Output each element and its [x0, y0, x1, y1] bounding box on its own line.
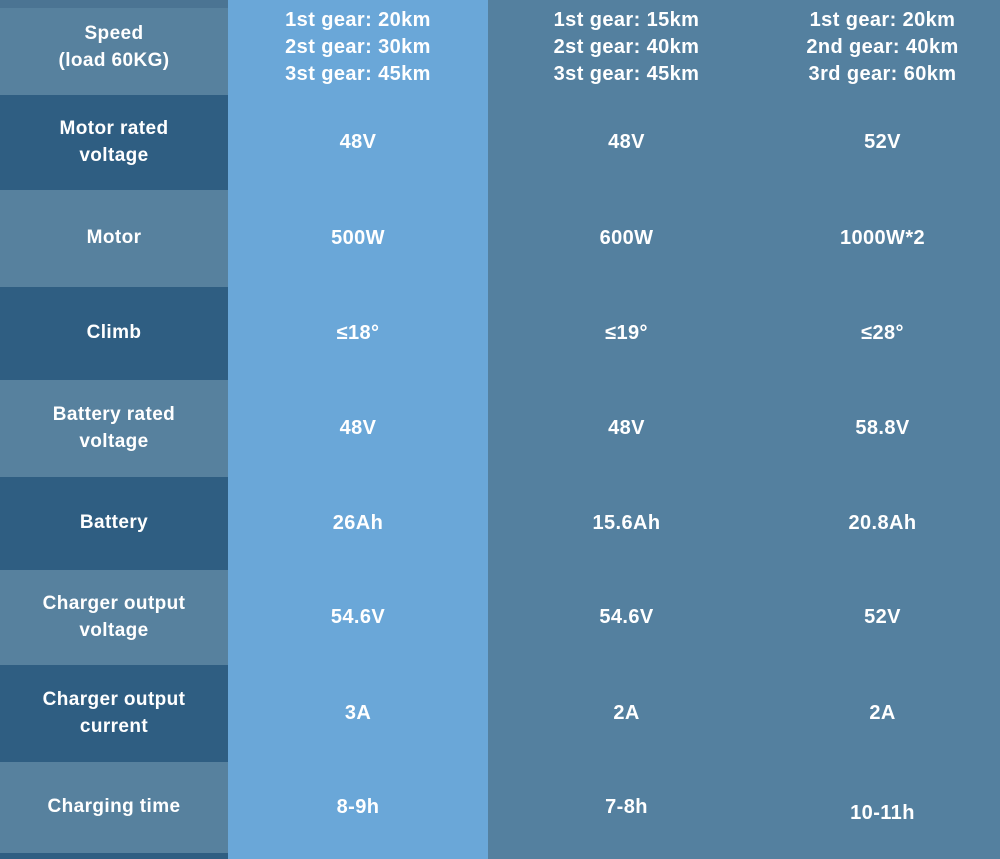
spec-value-highlight: 8-9h [228, 762, 488, 853]
spec-value: 48V [608, 417, 645, 439]
spec-value: 54.6V [599, 606, 654, 628]
table-row-climb: Climb ≤18° ≤19° ≤28° [0, 287, 1000, 380]
row-label-motor-rated-voltage: Motor rated voltage [0, 95, 228, 190]
table-row-charging-time: Charging time 8-9h 7-8h 10-11h [0, 762, 1000, 853]
spec-value: ≤28° [861, 322, 904, 344]
spec-value-highlight: 3A [228, 665, 488, 762]
row-label-cropped [0, 853, 228, 859]
table-row-charger-output-voltage: Charger output voltage 54.6V 54.6V 52V [0, 570, 1000, 665]
table-row-charger-output-current: Charger output current 3A 2A 2A [0, 665, 1000, 762]
row-label-motor: Motor [0, 190, 228, 287]
spec-value: 58.8V [855, 417, 910, 439]
table-row-battery: Battery 26Ah 15.6Ah 20.8Ah [0, 477, 1000, 570]
spec-value: 2A [613, 702, 640, 724]
table-row-speed: Speed (load 60KG) 1st gear: 20km 2st gea… [0, 0, 1000, 95]
table-row-motor: Motor 500W 600W 1000W*2 [0, 190, 1000, 287]
spec-value-highlight: 54.6V [228, 570, 488, 665]
spec-value: 600W [599, 227, 654, 249]
spec-value: 15.6Ah [592, 512, 661, 534]
spec-value: 10-11h [850, 802, 915, 824]
spec-value: 1st gear: 15km 2st gear: 40km 3st gear: … [553, 9, 700, 85]
table-row-motor-rated-voltage: Motor rated voltage 48V 48V 52V [0, 95, 1000, 190]
table-row-cropped-bottom [0, 853, 1000, 859]
row-label-charger-output-voltage: Charger output voltage [0, 570, 228, 665]
row-label-charging-time: Charging time [0, 762, 228, 853]
label-column-top-strip [0, 0, 228, 8]
spec-value-highlight: 48V [228, 380, 488, 477]
row-label-speed: Speed (load 60KG) [0, 0, 228, 95]
spec-value: 20.8Ah [848, 512, 917, 534]
highlight-column-bottom [228, 853, 488, 859]
spec-value: 52V [864, 606, 901, 628]
table-row-battery-rated-voltage: Battery rated voltage 48V 48V 58.8V [0, 380, 1000, 477]
row-label-battery-rated-voltage: Battery rated voltage [0, 380, 228, 477]
row-label-battery: Battery [0, 477, 228, 570]
spec-value: 52V [864, 131, 901, 153]
spec-value: 2A [869, 702, 896, 724]
spec-value-highlight: ≤18° [228, 287, 488, 380]
spec-value: 1st gear: 20km 2nd gear: 40km 3rd gear: … [806, 9, 959, 85]
spec-value-highlight: 1st gear: 20km 2st gear: 30km 3st gear: … [228, 0, 488, 95]
spec-value: 48V [608, 131, 645, 153]
row-label-charger-output-current: Charger output current [0, 665, 228, 762]
spec-value-highlight: 26Ah [228, 477, 488, 570]
row-label-climb: Climb [0, 287, 228, 380]
spec-value: 1000W*2 [839, 227, 926, 249]
spec-value-highlight: 500W [228, 190, 488, 287]
spec-value: 7-8h [605, 796, 648, 818]
spec-value: ≤19° [605, 322, 648, 344]
spec-value-highlight: 48V [228, 95, 488, 190]
